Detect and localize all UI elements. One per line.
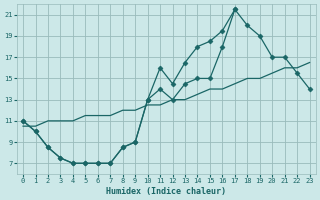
X-axis label: Humidex (Indice chaleur): Humidex (Indice chaleur) bbox=[106, 187, 226, 196]
